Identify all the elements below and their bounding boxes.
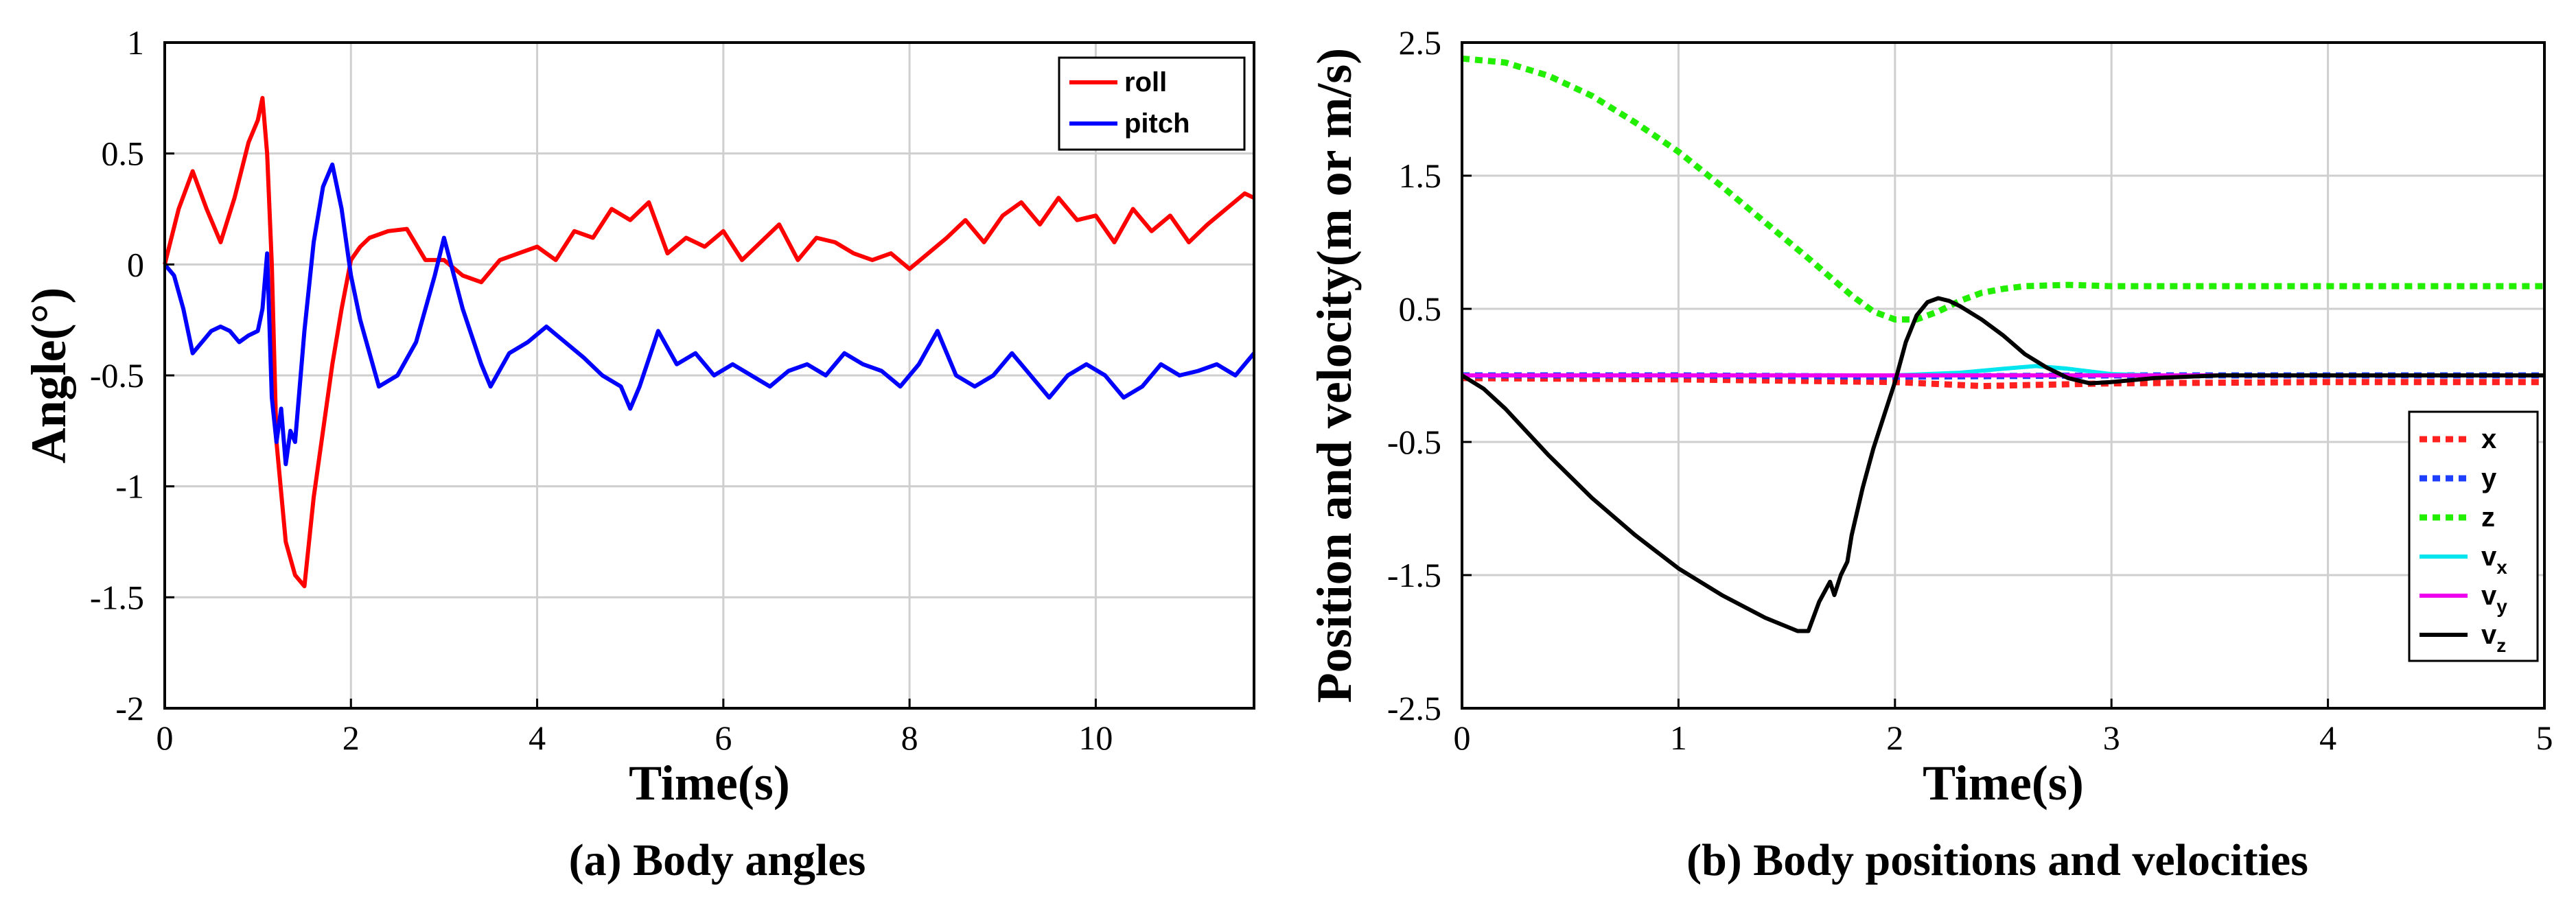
- chart-b-legend-label: x: [2481, 424, 2496, 454]
- chart-b-xtick-label: 1: [1670, 719, 1687, 757]
- chart-a-ylabel: Angle(°): [21, 288, 76, 464]
- chart-a-ytick-label: 1: [127, 23, 144, 62]
- chart-b-ylabel: Position and velocity(m or m/s): [1307, 48, 1362, 703]
- chart-a-series-roll: [163, 95, 1255, 589]
- chart-b-legend-label: y: [2481, 463, 2497, 493]
- chart-body-positions-velocities: 0 1 2 3 4 5 2.5 1.5 0.5 -0.5 -1.5 -2.5 Time(s) Posi…: [1307, 23, 2553, 885]
- chart-b-ytick-label: -2.5: [1387, 689, 1441, 727]
- chart-b-ytick-label: 1.5: [1399, 156, 1442, 195]
- chart-a-ytick-label: -0.5: [90, 356, 144, 395]
- chart-b-ytick-label: -1.5: [1387, 556, 1441, 594]
- chart-a-ytick-label: 0.5: [102, 135, 145, 173]
- chart-b-series-x: [1461, 375, 2544, 389]
- chart-b-ytick-label: -0.5: [1387, 423, 1441, 461]
- chart-b-legend-box: [2408, 410, 2539, 662]
- chart-b-xtick-label: 5: [2536, 719, 2553, 757]
- chart-b-caption: (b) Body positions and velocities: [1686, 835, 2308, 885]
- chart-a-series: [163, 95, 1256, 589]
- chart-a-legend-label: roll: [1124, 67, 1167, 97]
- chart-b-legend-label: z: [2481, 502, 2495, 533]
- chart-b-xtick-label: 2: [1886, 719, 1903, 757]
- chart-b-ticks: 0 1 2 3 4 5 2.5 1.5 0.5 -0.5 -1.5 -2.5: [1387, 23, 2553, 757]
- chart-b-ytick-label: 0.5: [1399, 290, 1442, 328]
- chart-b-series-vz: [1461, 296, 2544, 633]
- chart-a-ytick-label: -2: [115, 689, 144, 727]
- chart-b-xtick-label: 3: [2103, 719, 2120, 757]
- chart-a-xtick-label: 10: [1078, 719, 1113, 757]
- chart-a-ticks: 0 2 4 6 8 10 1 0.5 0 -0.5 -1 -1.5 -2: [90, 23, 1113, 757]
- chart-a-xtick-label: 4: [529, 719, 546, 757]
- chart-a-xtick-label: 8: [901, 719, 918, 757]
- chart-a-series-pitch: [163, 162, 1256, 467]
- chart-a-legend: roll pitch: [1058, 56, 1246, 151]
- chart-b-series-z: [1461, 55, 2544, 323]
- chart-a-xtick-label: 6: [715, 719, 732, 757]
- chart-body-angles: 0 2 4 6 8 10 1 0.5 0 -0.5 -1 -1.5 -2 Time(s) Angle(°…: [21, 23, 1256, 885]
- chart-b-xtick-label: 0: [1454, 719, 1471, 757]
- chart-a-legend-label: pitch: [1124, 108, 1190, 139]
- chart-a-caption: (a) Body angles: [569, 835, 866, 885]
- chart-b-xlabel: Time(s): [1923, 756, 2084, 810]
- chart-b-series: [1461, 55, 2544, 633]
- chart-b-plot-area: [1461, 41, 2546, 710]
- chart-a-xtick-label: 2: [343, 719, 360, 757]
- chart-a-xlabel: Time(s): [629, 756, 790, 810]
- chart-b-ytick-label: 2.5: [1399, 23, 1442, 62]
- chart-a-legend-box: [1058, 56, 1246, 151]
- chart-b-xtick-label: 4: [2319, 719, 2336, 757]
- chart-b-grid: [1462, 43, 2544, 708]
- chart-a-xtick-label: 0: [156, 719, 174, 757]
- chart-a-ytick-label: 0: [127, 245, 144, 283]
- chart-a-ytick-label: -1: [115, 467, 144, 506]
- chart-a-grid: [165, 43, 1254, 708]
- chart-a-ytick-label: -1.5: [90, 578, 144, 616]
